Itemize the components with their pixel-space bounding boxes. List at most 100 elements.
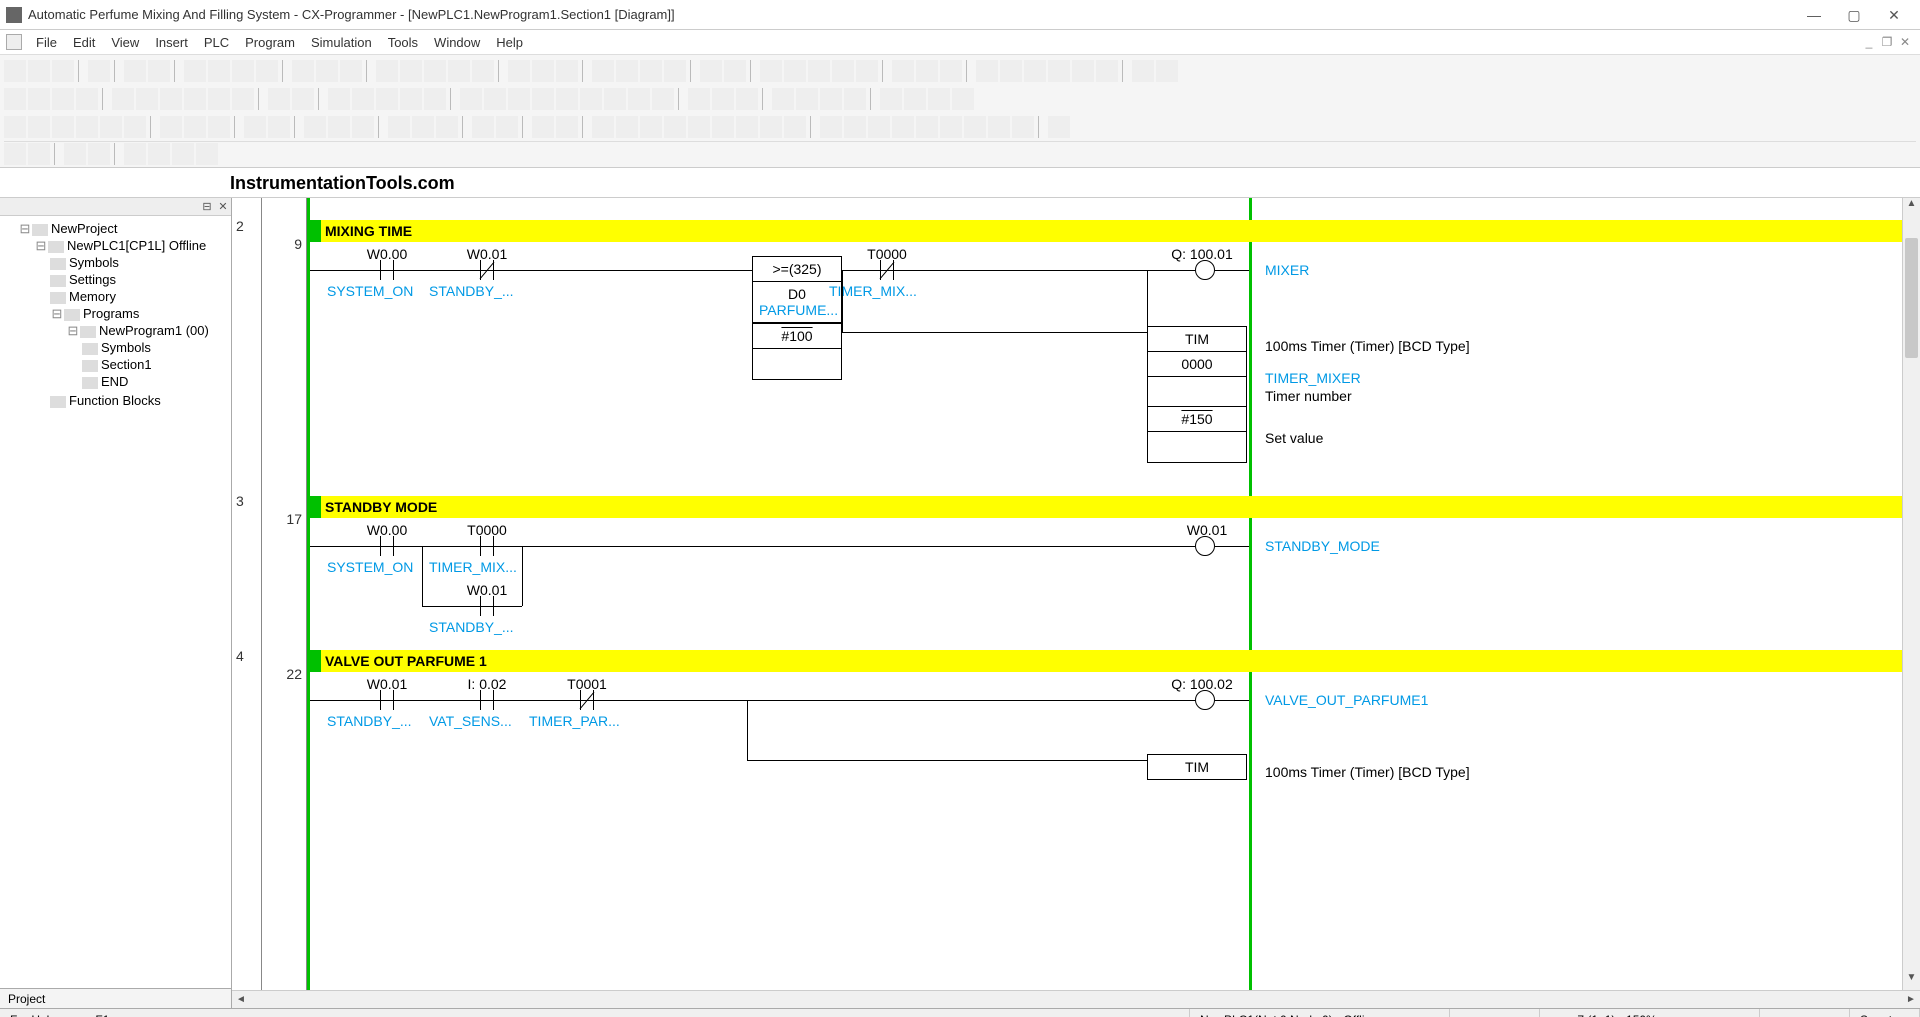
toolbar-button[interactable] [940, 116, 962, 138]
toolbar-button[interactable] [532, 60, 554, 82]
ladder-canvas[interactable]: 2 3 4 9 17 22 MIXING TIME [232, 198, 1920, 1008]
tree-prog-symbols[interactable]: Symbols [82, 339, 229, 356]
toolbar-button[interactable] [1024, 60, 1046, 82]
toolbar-button[interactable] [100, 116, 122, 138]
tree-plc[interactable]: ⊟NewPLC1[CP1L] Offline Symbols Settings … [34, 237, 229, 410]
toolbar-button[interactable] [52, 88, 74, 110]
toolbar-button[interactable] [196, 143, 218, 165]
toolbar-button[interactable] [64, 143, 86, 165]
toolbar-button[interactable] [304, 116, 326, 138]
toolbar-button[interactable] [232, 88, 254, 110]
toolbar-button[interactable] [148, 143, 170, 165]
toolbar-button[interactable] [28, 88, 50, 110]
toolbar-button[interactable] [616, 116, 638, 138]
toolbar-button[interactable] [1156, 60, 1178, 82]
toolbar-button[interactable] [136, 88, 158, 110]
toolbar-button[interactable] [712, 116, 734, 138]
contact-no[interactable] [372, 260, 402, 280]
tree-memory[interactable]: Memory [50, 288, 229, 305]
toolbar-button[interactable] [1048, 60, 1070, 82]
toolbar-button[interactable] [424, 60, 446, 82]
menu-edit[interactable]: Edit [65, 35, 103, 50]
toolbar-button[interactable] [328, 88, 350, 110]
toolbar-button[interactable] [940, 60, 962, 82]
toolbar-button[interactable] [604, 88, 626, 110]
toolbar-button[interactable] [532, 116, 554, 138]
toolbar-button[interactable] [268, 88, 290, 110]
tree-settings[interactable]: Settings [50, 271, 229, 288]
toolbar-button[interactable] [820, 116, 842, 138]
toolbar-button[interactable] [76, 88, 98, 110]
toolbar-button[interactable] [772, 88, 794, 110]
scroll-thumb[interactable] [1905, 238, 1918, 358]
toolbar-button[interactable] [1000, 60, 1022, 82]
toolbar-button[interactable] [832, 60, 854, 82]
toolbar-button[interactable] [472, 60, 494, 82]
toolbar-button[interactable] [268, 116, 290, 138]
tree-program1[interactable]: ⊟NewProgram1 (00) Symbols Section1 END [66, 322, 229, 391]
toolbar-button[interactable] [352, 116, 374, 138]
toolbar-button[interactable] [736, 88, 758, 110]
toolbar-button[interactable] [988, 116, 1010, 138]
contact-nc[interactable] [872, 260, 902, 280]
toolbar-button[interactable] [784, 60, 806, 82]
toolbar-button[interactable] [760, 116, 782, 138]
toolbar-button[interactable] [88, 60, 110, 82]
toolbar-button[interactable] [1072, 60, 1094, 82]
tree-prog-end[interactable]: END [82, 373, 229, 390]
toolbar-button[interactable] [508, 88, 530, 110]
toolbar-button[interactable] [556, 116, 578, 138]
toolbar-button[interactable] [556, 60, 578, 82]
menu-window[interactable]: Window [426, 35, 488, 50]
toolbar-button[interactable] [232, 60, 254, 82]
toolbar-button[interactable] [1012, 116, 1034, 138]
toolbar-button[interactable] [928, 88, 950, 110]
toolbar-button[interactable] [664, 116, 686, 138]
toolbar-button[interactable] [400, 88, 422, 110]
menu-tools[interactable]: Tools [380, 35, 426, 50]
toolbar-button[interactable] [724, 60, 746, 82]
toolbar-button[interactable] [184, 60, 206, 82]
timer-block[interactable]: TIM [1147, 754, 1247, 780]
toolbar-button[interactable] [352, 88, 374, 110]
project-tree[interactable]: ⊟NewProject ⊟NewPLC1[CP1L] Offline Symbo… [0, 216, 231, 988]
toolbar-button[interactable] [4, 88, 26, 110]
toolbar-button[interactable] [160, 116, 182, 138]
tree-root[interactable]: ⊟NewProject ⊟NewPLC1[CP1L] Offline Symbo… [18, 220, 229, 411]
toolbar-button[interactable] [496, 116, 518, 138]
minimize-button[interactable]: — [1794, 1, 1834, 29]
output-coil[interactable] [1195, 690, 1215, 710]
output-coil[interactable] [1195, 260, 1215, 280]
toolbar-button[interactable] [652, 88, 674, 110]
toolbar-button[interactable] [820, 88, 842, 110]
toolbar-button[interactable] [376, 60, 398, 82]
contact-no[interactable] [472, 536, 502, 556]
toolbar-button[interactable] [952, 88, 974, 110]
menu-program[interactable]: Program [237, 35, 303, 50]
scroll-down-icon[interactable]: ▼ [1903, 972, 1920, 990]
toolbar-button[interactable] [844, 116, 866, 138]
menu-help[interactable]: Help [488, 35, 531, 50]
toolbar-button[interactable] [448, 60, 470, 82]
contact-nc[interactable] [572, 690, 602, 710]
toolbar-button[interactable] [916, 60, 938, 82]
toolbar-button[interactable] [880, 88, 902, 110]
toolbar-button[interactable] [736, 116, 758, 138]
toolbar-button[interactable] [28, 60, 50, 82]
toolbar-button[interactable] [208, 60, 230, 82]
toolbar-button[interactable] [400, 60, 422, 82]
toolbar-button[interactable] [616, 60, 638, 82]
sidebar-close-icon[interactable]: ✕ [215, 200, 231, 213]
toolbar-button[interactable] [472, 116, 494, 138]
toolbar-button[interactable] [184, 116, 206, 138]
toolbar-button[interactable] [580, 88, 602, 110]
menu-view[interactable]: View [103, 35, 147, 50]
toolbar-button[interactable] [184, 88, 206, 110]
toolbar-button[interactable] [592, 116, 614, 138]
tree-symbols[interactable]: Symbols [50, 254, 229, 271]
output-coil[interactable] [1195, 536, 1215, 556]
toolbar-button[interactable] [796, 88, 818, 110]
mdi-close-button[interactable]: ✕ [1896, 35, 1914, 49]
toolbar-button[interactable] [76, 116, 98, 138]
toolbar-button[interactable] [148, 60, 170, 82]
